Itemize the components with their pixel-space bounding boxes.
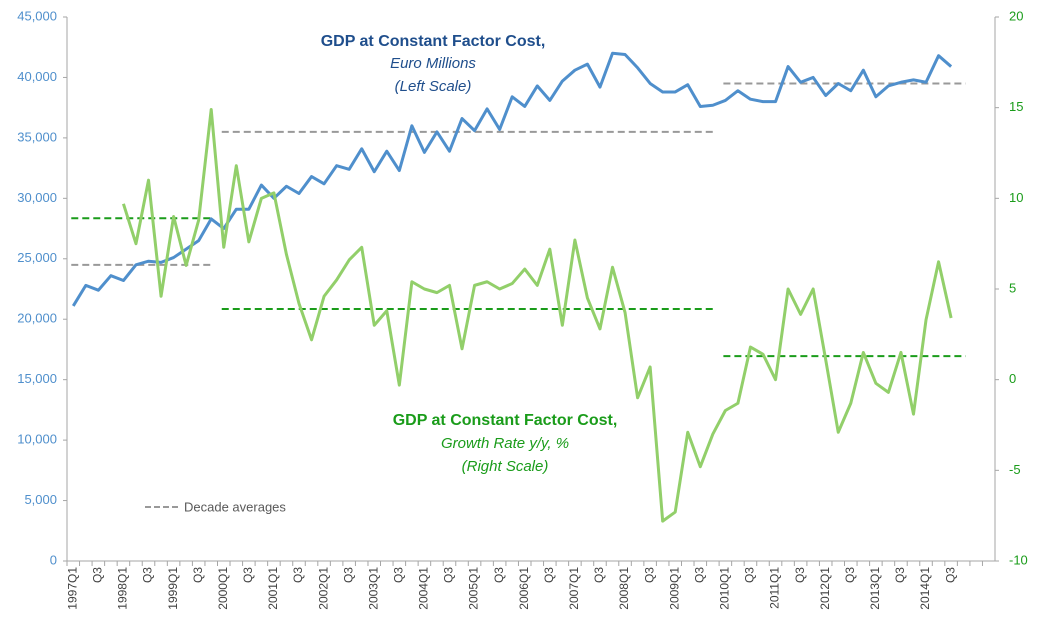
x-tick-label: 2002Q1 bbox=[316, 567, 330, 610]
x-tick-label: 2012Q1 bbox=[818, 567, 832, 610]
x-tick-label: Q3 bbox=[743, 567, 757, 583]
x-tick-label: 2009Q1 bbox=[667, 567, 681, 610]
x-tick-label: Q3 bbox=[943, 567, 957, 583]
x-tick-label: Q3 bbox=[191, 567, 205, 583]
x-tick-label: 2001Q1 bbox=[266, 567, 280, 610]
x-tick-label: Q3 bbox=[793, 567, 807, 583]
y-tick-label: 10,000 bbox=[17, 432, 57, 447]
x-tick-label: Q3 bbox=[141, 567, 155, 583]
y2-tick-label: 0 bbox=[1009, 371, 1016, 386]
left-title: Euro Millions bbox=[390, 55, 476, 72]
right-title: GDP at Constant Factor Cost, bbox=[393, 412, 618, 429]
x-tick-label: 2010Q1 bbox=[718, 567, 732, 610]
y-tick-label: 30,000 bbox=[17, 190, 57, 205]
x-tick-label: Q3 bbox=[341, 567, 355, 583]
x-tick-label: Q3 bbox=[291, 567, 305, 583]
x-tick-label: 1999Q1 bbox=[166, 567, 180, 610]
y2-tick-label: 20 bbox=[1009, 8, 1023, 23]
y-tick-label: 15,000 bbox=[17, 371, 57, 386]
x-tick-label: Q3 bbox=[492, 567, 506, 583]
right-title: (Right Scale) bbox=[462, 458, 549, 475]
left-title: (Left Scale) bbox=[395, 78, 472, 95]
y-tick-label: 20,000 bbox=[17, 311, 57, 326]
x-tick-label: 2008Q1 bbox=[617, 567, 631, 610]
x-tick-label: 2004Q1 bbox=[417, 567, 431, 610]
x-tick-label: Q3 bbox=[642, 567, 656, 583]
x-tick-label: Q3 bbox=[592, 567, 606, 583]
left-title: GDP at Constant Factor Cost, bbox=[321, 33, 546, 50]
x-tick-label: Q3 bbox=[893, 567, 907, 583]
x-tick-label: 2014Q1 bbox=[918, 567, 932, 610]
x-tick-label: Q3 bbox=[542, 567, 556, 583]
x-tick-label: Q3 bbox=[843, 567, 857, 583]
y-tick-label: 45,000 bbox=[17, 8, 57, 23]
x-tick-label: 2011Q1 bbox=[768, 567, 782, 609]
y2-tick-label: 15 bbox=[1009, 99, 1023, 114]
y-tick-label: 0 bbox=[50, 552, 57, 567]
right-title: Growth Rate y/y, % bbox=[441, 435, 569, 452]
x-tick-label: 2003Q1 bbox=[366, 567, 380, 610]
x-tick-label: Q3 bbox=[442, 567, 456, 583]
x-tick-label: Q3 bbox=[692, 567, 706, 583]
x-tick-label: Q3 bbox=[391, 567, 405, 583]
x-tick-label: 2005Q1 bbox=[467, 567, 481, 610]
y2-tick-label: -10 bbox=[1009, 552, 1028, 567]
series-line bbox=[71, 51, 953, 307]
y-tick-label: 35,000 bbox=[17, 129, 57, 144]
legend-label: Decade averages bbox=[184, 499, 286, 514]
x-tick-label: 2006Q1 bbox=[517, 567, 531, 610]
x-tick-label: 2007Q1 bbox=[567, 567, 581, 610]
x-tick-label: 1997Q1 bbox=[65, 567, 79, 610]
y2-tick-label: 10 bbox=[1009, 190, 1023, 205]
y-tick-label: 40,000 bbox=[17, 69, 57, 84]
y2-tick-label: 5 bbox=[1009, 280, 1016, 295]
x-tick-label: Q3 bbox=[241, 567, 255, 583]
x-tick-label: 1998Q1 bbox=[116, 567, 130, 610]
series-line bbox=[122, 107, 953, 523]
y-tick-label: 5,000 bbox=[24, 492, 57, 507]
y2-tick-label: -5 bbox=[1009, 462, 1021, 477]
y-tick-label: 25,000 bbox=[17, 250, 57, 265]
x-tick-label: Q3 bbox=[91, 567, 105, 583]
x-tick-label: 2013Q1 bbox=[868, 567, 882, 610]
x-tick-label: 2000Q1 bbox=[216, 567, 230, 610]
